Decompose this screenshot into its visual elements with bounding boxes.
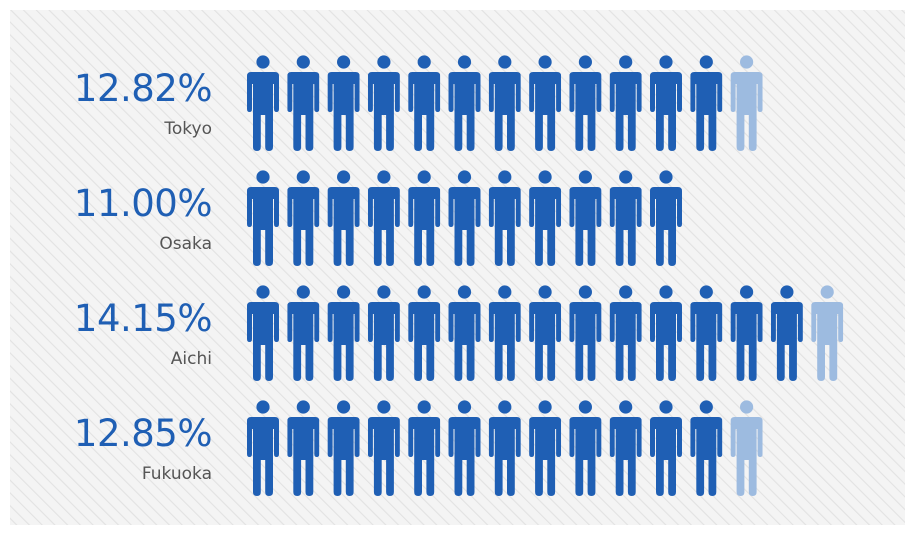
value-label: 12.85% (74, 412, 212, 455)
pictograph-row: 12.85% Fukuoka (74, 400, 763, 496)
category-label: Aichi (171, 349, 212, 369)
pictograph-row: 12.82% Tokyo (74, 55, 763, 151)
value-label: 11.00% (74, 182, 212, 225)
category-label: Fukuoka (142, 464, 212, 484)
pictograph-row: 14.15% Aichi (74, 285, 844, 381)
chart-rows: 12.82% Tokyo 11.00% Osaka 14.15% Aichi 12.85% F… (74, 55, 844, 496)
value-label: 14.15% (74, 297, 212, 340)
category-label: Tokyo (163, 119, 212, 139)
pictograph-row: 11.00% Osaka (74, 170, 682, 266)
category-label: Osaka (159, 234, 212, 254)
value-label: 12.82% (74, 67, 212, 110)
